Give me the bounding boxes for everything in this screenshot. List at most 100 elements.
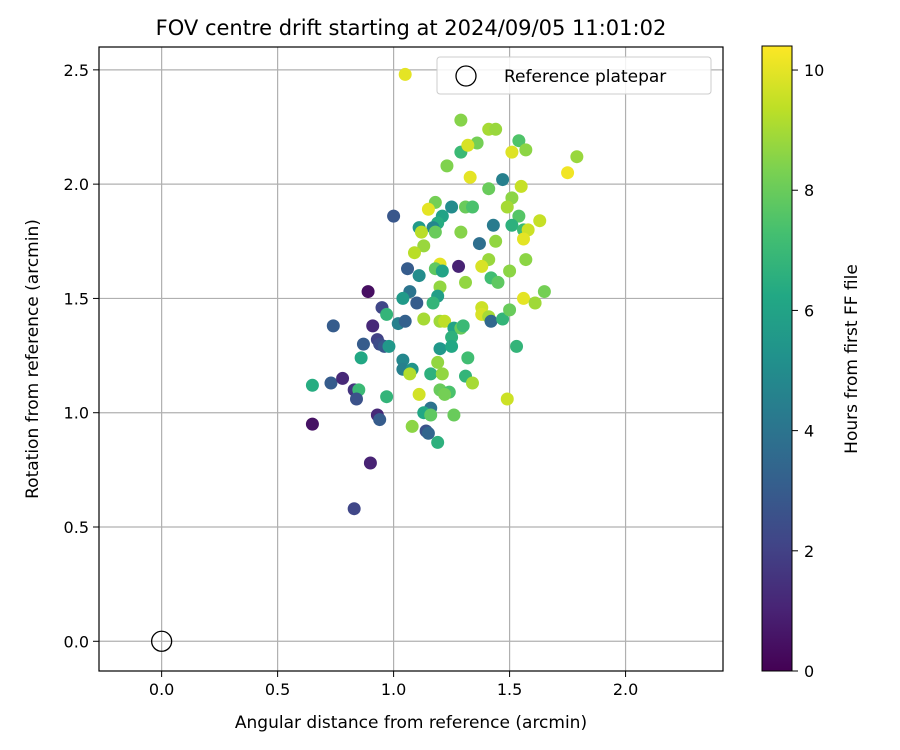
data-point [366, 319, 380, 333]
data-point [412, 387, 426, 401]
data-point [500, 392, 514, 406]
data-point [533, 214, 547, 228]
colorbar-tick-label: 10 [804, 61, 824, 80]
colorbar-gradient [761, 45, 793, 672]
data-point [431, 355, 445, 369]
colorbar-tick-label: 6 [804, 301, 814, 320]
data-point [347, 502, 361, 516]
data-point [447, 408, 461, 422]
data-point [336, 371, 350, 385]
chart-title: FOV centre drift starting at 2024/09/05 … [156, 16, 667, 40]
y-tick-label: 1.5 [64, 289, 89, 308]
legend: Reference platepar [436, 56, 712, 95]
data-point [452, 259, 466, 273]
data-point [505, 218, 519, 232]
data-point [491, 275, 505, 289]
data-point [461, 351, 475, 365]
data-point [503, 264, 517, 278]
legend-label: Reference platepar [504, 67, 666, 87]
y-tick-label: 2.5 [64, 61, 89, 80]
data-point [472, 237, 486, 251]
data-point [435, 367, 449, 381]
data-point [461, 138, 475, 152]
colorbar: 0 2 4 6 8 10 Hours from first FF file [761, 45, 862, 681]
data-point [324, 376, 338, 390]
plot-frame [98, 46, 724, 672]
data-point [410, 296, 424, 310]
data-point [382, 339, 396, 353]
y-tick-label: 0.5 [64, 518, 89, 537]
data-point [424, 408, 438, 422]
grid-lines [99, 47, 723, 671]
data-point [517, 291, 531, 305]
data-point [380, 307, 394, 321]
x-axis-ticks: 0.0 0.5 1.0 1.5 2.0 [149, 671, 638, 699]
data-point [484, 314, 498, 328]
data-point [361, 285, 375, 299]
y-tick-label: 0.0 [64, 632, 89, 651]
data-point [373, 413, 387, 427]
data-point [514, 179, 528, 193]
data-point [500, 200, 514, 214]
x-tick-label: 2.0 [613, 680, 638, 699]
x-tick-label: 0.0 [149, 680, 174, 699]
data-point [475, 259, 489, 273]
colorbar-tick-label: 4 [804, 422, 814, 441]
data-point [380, 390, 394, 404]
data-point [424, 367, 438, 381]
data-points [305, 67, 584, 516]
data-point [463, 170, 477, 184]
data-point [417, 239, 431, 253]
data-point [438, 387, 452, 401]
data-point [486, 218, 500, 232]
colorbar-tick-label: 2 [804, 542, 814, 561]
x-tick-label: 1.5 [497, 680, 522, 699]
data-point [510, 339, 524, 353]
data-point [505, 145, 519, 159]
data-point [465, 376, 479, 390]
data-point [482, 182, 496, 196]
data-point [459, 275, 473, 289]
data-point [570, 150, 584, 164]
x-tick-label: 0.5 [265, 680, 290, 699]
data-point [305, 417, 319, 431]
data-point [519, 253, 533, 267]
data-point [403, 367, 417, 381]
data-point [431, 435, 445, 449]
data-point [412, 269, 426, 283]
data-point [519, 143, 533, 157]
data-point [349, 392, 363, 406]
colorbar-tick-label: 0 [804, 662, 814, 681]
data-point [405, 419, 419, 433]
data-point [440, 159, 454, 173]
data-point [517, 232, 531, 246]
x-tick-label: 1.0 [381, 680, 406, 699]
colorbar-ticks: 0 2 4 6 8 10 [792, 61, 824, 681]
data-point [398, 314, 412, 328]
data-point [387, 209, 401, 223]
data-point [356, 337, 370, 351]
data-point [454, 113, 468, 127]
data-point [454, 225, 468, 239]
x-axis-label: Angular distance from reference (arcmin) [235, 713, 587, 733]
data-point [363, 456, 377, 470]
data-point [305, 378, 319, 392]
data-point [396, 353, 410, 367]
data-point [435, 264, 449, 278]
legend-box [436, 56, 712, 95]
colorbar-label: Hours from first FF file [842, 264, 862, 454]
data-point [426, 296, 440, 310]
data-point [421, 202, 435, 216]
data-point [537, 285, 551, 299]
y-axis-label: Rotation from reference (arcmin) [23, 219, 43, 499]
data-point [433, 342, 447, 356]
data-point [496, 312, 510, 326]
data-point [496, 173, 510, 187]
y-tick-label: 1.0 [64, 404, 89, 423]
data-point [396, 291, 410, 305]
legend-marker-icon [455, 65, 477, 87]
data-point [401, 262, 415, 276]
data-point [354, 351, 368, 365]
data-point [417, 312, 431, 326]
